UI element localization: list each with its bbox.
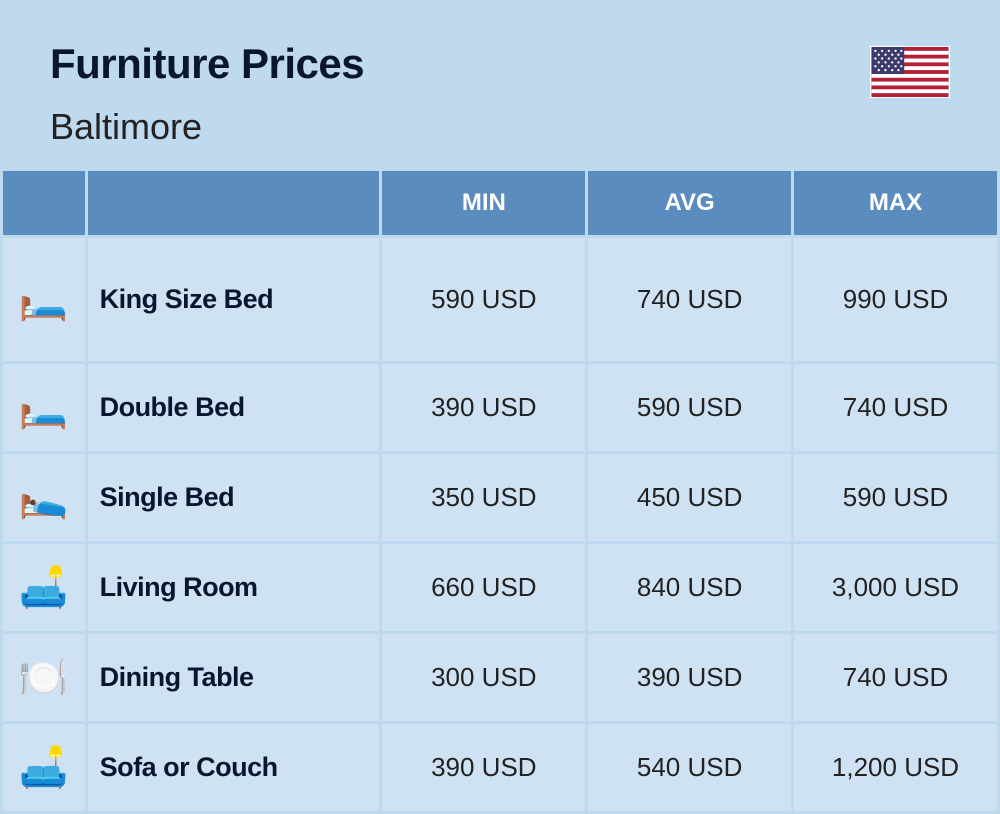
price-avg: 540 USD (588, 724, 791, 811)
furniture-name: Dining Table (88, 634, 380, 721)
table-row: 🛋️Sofa or Couch390 USD540 USD1,200 USD (3, 724, 997, 811)
furniture-name: Living Room (88, 544, 380, 631)
furniture-icon: 🛏️ (3, 238, 85, 361)
price-avg: 590 USD (588, 364, 791, 451)
price-max: 740 USD (794, 634, 997, 721)
table-row: 🛌Single Bed350 USD450 USD590 USD (3, 454, 997, 541)
furniture-name: Single Bed (88, 454, 380, 541)
price-max: 990 USD (794, 238, 997, 361)
furniture-icon: 🛋️ (3, 544, 85, 631)
price-max: 1,200 USD (794, 724, 997, 811)
furniture-icon: 🛌 (3, 454, 85, 541)
price-min: 390 USD (382, 364, 585, 451)
table-header-max: MAX (794, 171, 997, 235)
price-min: 350 USD (382, 454, 585, 541)
price-avg: 450 USD (588, 454, 791, 541)
page-title: Furniture Prices (50, 40, 364, 88)
table-row: 🛏️Double Bed390 USD590 USD740 USD (3, 364, 997, 451)
furniture-icon: 🛏️ (3, 364, 85, 451)
flag-icon (870, 46, 950, 98)
table-header-icon (3, 171, 85, 235)
price-avg: 390 USD (588, 634, 791, 721)
price-avg: 740 USD (588, 238, 791, 361)
page-subtitle: Baltimore (50, 106, 364, 148)
furniture-name: Double Bed (88, 364, 380, 451)
furniture-icon: 🛋️ (3, 724, 85, 811)
table-row: 🛏️King Size Bed590 USD740 USD990 USD (3, 238, 997, 361)
furniture-icon: 🍽️ (3, 634, 85, 721)
table-header-row: MIN AVG MAX (3, 171, 997, 235)
price-min: 300 USD (382, 634, 585, 721)
header: Furniture Prices Baltimore (0, 0, 1000, 168)
table-header-avg: AVG (588, 171, 791, 235)
table-header-name (88, 171, 380, 235)
price-min: 660 USD (382, 544, 585, 631)
furniture-name: King Size Bed (88, 238, 380, 361)
price-min: 590 USD (382, 238, 585, 361)
price-max: 3,000 USD (794, 544, 997, 631)
price-table: MIN AVG MAX 🛏️King Size Bed590 USD740 US… (0, 168, 1000, 814)
price-max: 590 USD (794, 454, 997, 541)
price-avg: 840 USD (588, 544, 791, 631)
price-max: 740 USD (794, 364, 997, 451)
table-header-min: MIN (382, 171, 585, 235)
title-block: Furniture Prices Baltimore (50, 40, 364, 148)
table-row: 🛋️Living Room660 USD840 USD3,000 USD (3, 544, 997, 631)
table-row: 🍽️Dining Table300 USD390 USD740 USD (3, 634, 997, 721)
furniture-name: Sofa or Couch (88, 724, 380, 811)
price-min: 390 USD (382, 724, 585, 811)
